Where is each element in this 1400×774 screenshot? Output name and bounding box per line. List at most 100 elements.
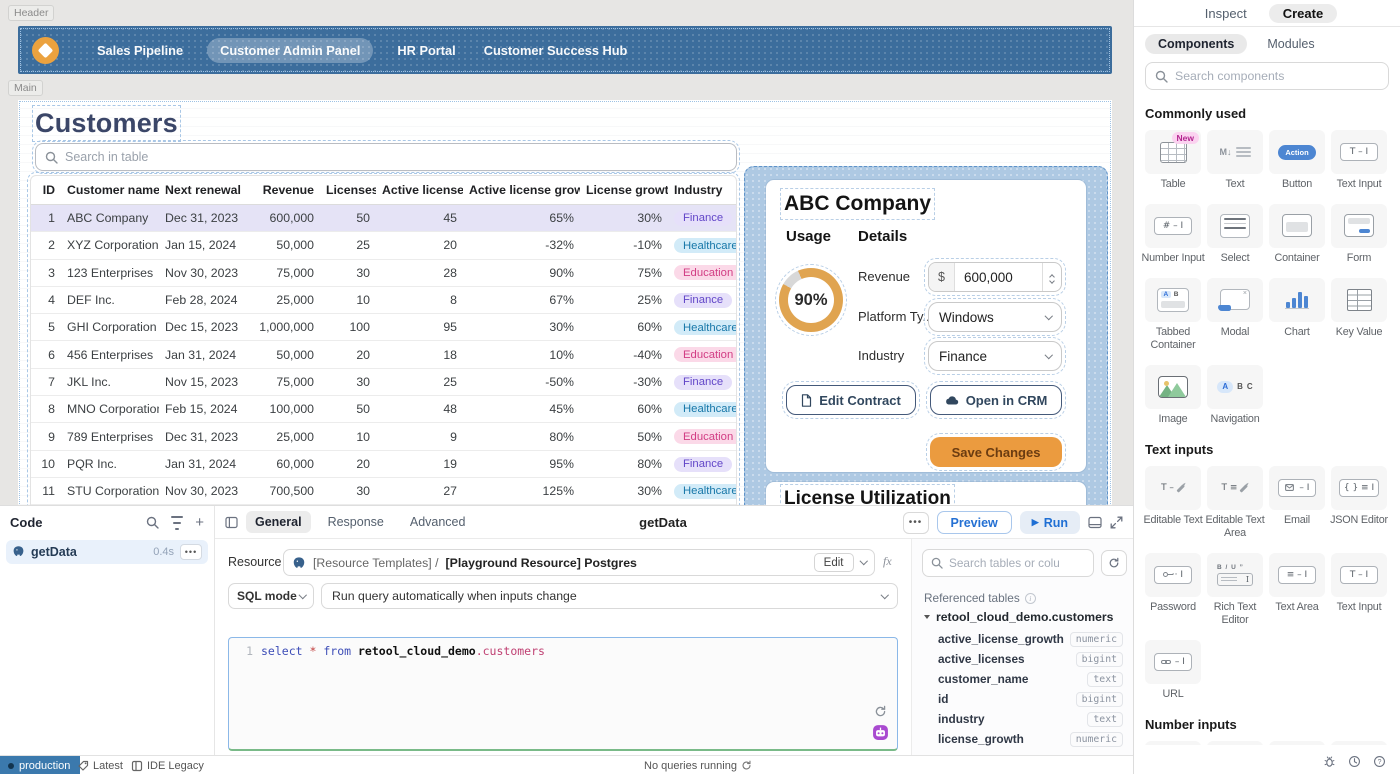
component-number-input[interactable]: # – INumber Input <box>1269 741 1325 745</box>
column-header-id[interactable]: ID <box>31 183 61 197</box>
table-row[interactable]: 9789 EnterprisesDec 31, 202325,00010980%… <box>31 423 736 450</box>
component-modal[interactable]: ×Modal <box>1207 278 1263 352</box>
table-row[interactable]: 8MNO CorporationFeb 15, 2024100,00050484… <box>31 396 736 423</box>
run-button[interactable]: ▶Run <box>1020 511 1080 534</box>
table-row[interactable]: 6456 EnterprisesJan 31, 202450,000201810… <box>31 341 736 368</box>
component-search-input[interactable] <box>1175 69 1379 83</box>
expand-icon[interactable] <box>1110 516 1123 529</box>
column-header-active-license-growth[interactable]: Active license growth <box>463 183 580 197</box>
table-row[interactable]: 5GHI CorporationDec 15, 20231,000,000100… <box>31 314 736 341</box>
edit-resource-button[interactable]: Edit <box>814 553 854 572</box>
component-number-input[interactable]: # – INumber Input <box>1145 204 1201 265</box>
component-percent[interactable]: % – IPercent <box>1331 741 1387 745</box>
schema-field-customer-name[interactable]: customer_nametext <box>938 669 1123 689</box>
version-selector[interactable]: Latest <box>77 756 123 774</box>
add-query-icon[interactable]: + <box>195 518 204 528</box>
component-text-input[interactable]: T – IText Input <box>1331 553 1387 627</box>
schema-field-active-license-growth[interactable]: active_license_growthnumeric <box>938 629 1123 649</box>
schema-field-license-growth[interactable]: license_growthnumeric <box>938 729 1123 749</box>
search-input[interactable] <box>65 150 727 164</box>
platform-select[interactable]: Windows <box>928 302 1062 332</box>
filter-icon[interactable] <box>171 514 183 532</box>
tab-general[interactable]: General <box>246 511 311 533</box>
component-editable-text-area[interactable]: T ≡Editable Text Area <box>1207 466 1263 540</box>
schema-search-box[interactable] <box>922 549 1094 577</box>
component-table[interactable]: NewTable <box>1145 130 1201 191</box>
column-header-licenses[interactable]: Licenses <box>320 183 376 197</box>
help-icon[interactable]: ? <box>1373 755 1386 768</box>
sql-mode-select[interactable]: SQL mode <box>228 583 314 609</box>
table-row[interactable]: 11STU CorporationNov 30, 2023700,5003027… <box>31 478 736 505</box>
component-form[interactable]: Form <box>1331 204 1387 265</box>
ide-mode-toggle[interactable]: IDE Legacy <box>131 756 204 774</box>
component-search-box[interactable] <box>1145 62 1389 90</box>
ai-assistant-icon[interactable] <box>872 724 889 741</box>
column-header-industry[interactable]: Industry <box>668 183 736 197</box>
run-behavior-select[interactable]: Run query automatically when inputs chan… <box>321 583 898 609</box>
table-row[interactable]: 3123 EnterprisesNov 30, 202375,000302890… <box>31 260 736 287</box>
open-in-crm-button[interactable]: Open in CRM <box>930 385 1062 415</box>
component-text-area[interactable]: ≡ – IText Area <box>1269 553 1325 627</box>
nav-tab-customer-success-hub[interactable]: Customer Success Hub <box>480 38 632 63</box>
revenue-input[interactable]: $ 600,000 <box>928 262 1062 292</box>
customers-table[interactable]: IDCustomer nameNext renewalRevenueLicens… <box>30 175 737 506</box>
column-header-customer-name[interactable]: Customer name <box>61 183 159 197</box>
component-currency[interactable]: $ – ICurrency <box>1145 741 1201 745</box>
tab-response[interactable]: Response <box>319 511 393 533</box>
component-container[interactable]: Container <box>1269 204 1325 265</box>
query-menu-button[interactable]: ••• <box>903 512 929 534</box>
tab-modules[interactable]: Modules <box>1263 34 1318 54</box>
column-header-next-renewal[interactable]: Next renewal <box>159 183 252 197</box>
format-icon[interactable] <box>874 705 887 718</box>
schema-search-input[interactable] <box>949 556 1059 570</box>
component-chart[interactable]: Chart <box>1269 278 1325 352</box>
table-row[interactable]: 4DEF Inc.Feb 28, 202425,00010867%25%Fina… <box>31 287 736 314</box>
app-header-bar[interactable]: Sales PipelineCustomer Admin PanelHR Por… <box>18 26 1112 74</box>
query-list-item-getdata[interactable]: getData 0.4s ••• <box>6 540 208 564</box>
revenue-value[interactable]: 600,000 <box>955 263 1042 291</box>
table-search-box[interactable] <box>35 143 737 171</box>
schema-field-id[interactable]: idbigint <box>938 689 1123 709</box>
component-key-value[interactable]: Key Value <box>1331 278 1387 352</box>
search-icon[interactable] <box>146 516 159 529</box>
column-header-license-growth[interactable]: License growth <box>580 183 668 197</box>
tab-create[interactable]: Create <box>1269 4 1337 23</box>
component-navigation[interactable]: ABCNavigation <box>1207 365 1263 426</box>
table-row[interactable]: 1ABC CompanyDec 31, 2023600,000504565%30… <box>31 205 736 232</box>
sql-editor[interactable]: 1 select * from retool_cloud_demo.custom… <box>228 637 898 751</box>
component-editable-text[interactable]: T –Editable Text <box>1145 466 1201 540</box>
nav-tab-sales-pipeline[interactable]: Sales Pipeline <box>93 38 187 63</box>
collapse-panel-icon[interactable] <box>225 516 238 529</box>
column-header-revenue[interactable]: Revenue <box>252 183 320 197</box>
component-url[interactable]: – IURL <box>1145 640 1201 701</box>
table-row[interactable]: 10PQR Inc.Jan 31, 202460,000201995%80%Fi… <box>31 451 736 478</box>
component-rich-text-editor[interactable]: B / U ”IRich Text Editor <box>1207 553 1263 627</box>
preview-button[interactable]: Preview <box>937 511 1012 534</box>
fx-icon[interactable]: fx <box>883 554 892 569</box>
edit-contract-button[interactable]: Edit Contract <box>786 385 916 415</box>
component-button[interactable]: ActionButton <box>1269 130 1325 191</box>
tab-inspect[interactable]: Inspect <box>1197 4 1255 23</box>
schema-table-row[interactable]: retool_cloud_demo.customers <box>924 610 1113 624</box>
component-password[interactable]: ·· IPassword <box>1145 553 1201 627</box>
number-stepper[interactable] <box>1042 263 1061 291</box>
schema-field-industry[interactable]: industrytext <box>938 709 1123 729</box>
refresh-icon[interactable] <box>741 760 752 771</box>
bottom-panel-icon[interactable] <box>1088 516 1102 529</box>
sql-code-line[interactable]: select * from retool_cloud_demo.customer… <box>261 638 545 749</box>
industry-select[interactable]: Finance <box>928 341 1062 371</box>
save-changes-button[interactable]: Save Changes <box>930 437 1062 467</box>
component-editable-number[interactable]: # –Editable Number <box>1207 741 1263 745</box>
history-icon[interactable] <box>1348 755 1361 768</box>
table-row[interactable]: 2XYZ CorporationJan 15, 202450,0002520-3… <box>31 232 736 259</box>
table-row[interactable]: 7JKL Inc.Nov 15, 202375,0003025-50%-30%F… <box>31 369 736 396</box>
component-json-editor[interactable]: { } ≡ IJSON Editor <box>1331 466 1387 540</box>
resource-select[interactable]: [Resource Templates] / [Playground Resou… <box>283 549 875 576</box>
environment-badge[interactable]: production <box>0 756 80 774</box>
column-header-active-licenses[interactable]: Active licenses <box>376 183 463 197</box>
component-text-input[interactable]: T – IText Input <box>1331 130 1387 191</box>
component-select[interactable]: Select <box>1207 204 1263 265</box>
nav-tab-hr-portal[interactable]: HR Portal <box>393 38 459 63</box>
tab-advanced[interactable]: Advanced <box>401 511 475 533</box>
tab-components[interactable]: Components <box>1145 34 1247 54</box>
